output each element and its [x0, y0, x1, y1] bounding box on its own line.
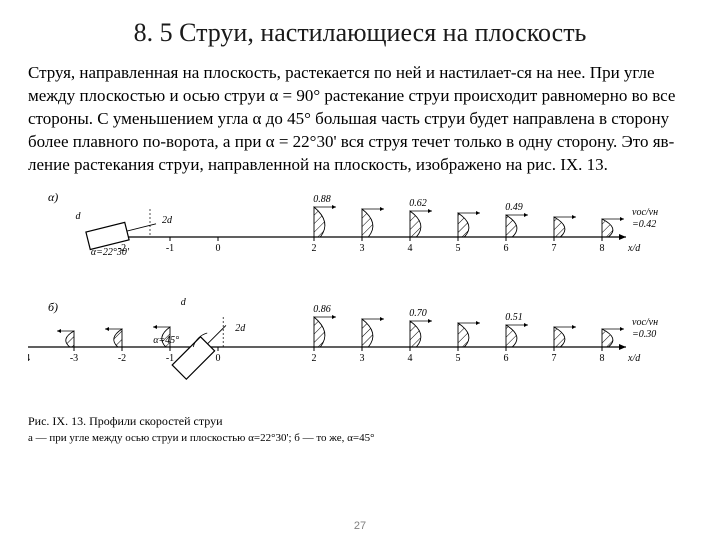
svg-text:x/d: x/d: [627, 353, 641, 364]
svg-text:vос/vн: vос/vн: [632, 317, 658, 328]
svg-text:0: 0: [216, 353, 221, 364]
svg-text:7: 7: [552, 243, 557, 254]
svg-text:=0.42: =0.42: [632, 219, 656, 230]
svg-text:б): б): [48, 300, 58, 314]
figure-container: α)-2-102345678x/d0.880.620.49d2dα=22°30'…: [28, 187, 692, 407]
svg-text:2d: 2d: [235, 323, 246, 334]
svg-text:3: 3: [360, 353, 365, 364]
svg-text:0.49: 0.49: [505, 202, 523, 213]
caption-sub-a: а — при угле между осью струи и плоскост…: [28, 432, 292, 444]
svg-text:5: 5: [456, 353, 461, 364]
svg-text:0.70: 0.70: [409, 308, 427, 319]
svg-text:0.88: 0.88: [313, 194, 331, 205]
svg-text:0.86: 0.86: [313, 304, 331, 315]
svg-text:=0.30: =0.30: [632, 329, 656, 340]
body-paragraph: Струя, направленная на плоскость, растек…: [28, 62, 692, 177]
caption-title: Рис. IX. 13. Профили скоростей струи: [28, 413, 692, 430]
svg-text:2d: 2d: [162, 215, 173, 226]
svg-text:5: 5: [456, 243, 461, 254]
svg-text:7: 7: [552, 353, 557, 364]
svg-text:-3: -3: [70, 353, 78, 364]
svg-text:-1: -1: [166, 243, 174, 254]
svg-text:0: 0: [216, 243, 221, 254]
svg-text:0.62: 0.62: [409, 198, 427, 209]
svg-text:x/d: x/d: [627, 243, 641, 254]
svg-text:4: 4: [408, 243, 413, 254]
svg-text:d: d: [76, 211, 82, 222]
svg-text:vос/vн: vос/vн: [632, 207, 658, 218]
svg-text:6: 6: [504, 353, 509, 364]
svg-text:8: 8: [600, 353, 605, 364]
svg-text:-4: -4: [28, 353, 30, 364]
svg-text:6: 6: [504, 243, 509, 254]
svg-text:3: 3: [360, 243, 365, 254]
svg-text:α=45°: α=45°: [153, 335, 179, 346]
section-title: 8. 5 Струи, настилающиеся на плоскость: [28, 18, 692, 48]
svg-text:2: 2: [312, 243, 317, 254]
svg-text:α): α): [48, 190, 58, 204]
svg-text:2: 2: [312, 353, 317, 364]
page-number: 27: [354, 520, 366, 532]
svg-text:8: 8: [600, 243, 605, 254]
svg-text:4: 4: [408, 353, 413, 364]
svg-text:α=22°30': α=22°30': [91, 247, 130, 258]
figure-caption: Рис. IX. 13. Профили скоростей струи а —…: [28, 413, 692, 447]
figure-svg: α)-2-102345678x/d0.880.620.49d2dα=22°30'…: [28, 187, 692, 407]
svg-text:d: d: [181, 297, 187, 308]
svg-text:0.51: 0.51: [505, 312, 523, 323]
svg-text:-1: -1: [166, 353, 174, 364]
svg-text:-2: -2: [118, 353, 126, 364]
caption-sub-b: б — то же, α=45°: [294, 432, 374, 444]
